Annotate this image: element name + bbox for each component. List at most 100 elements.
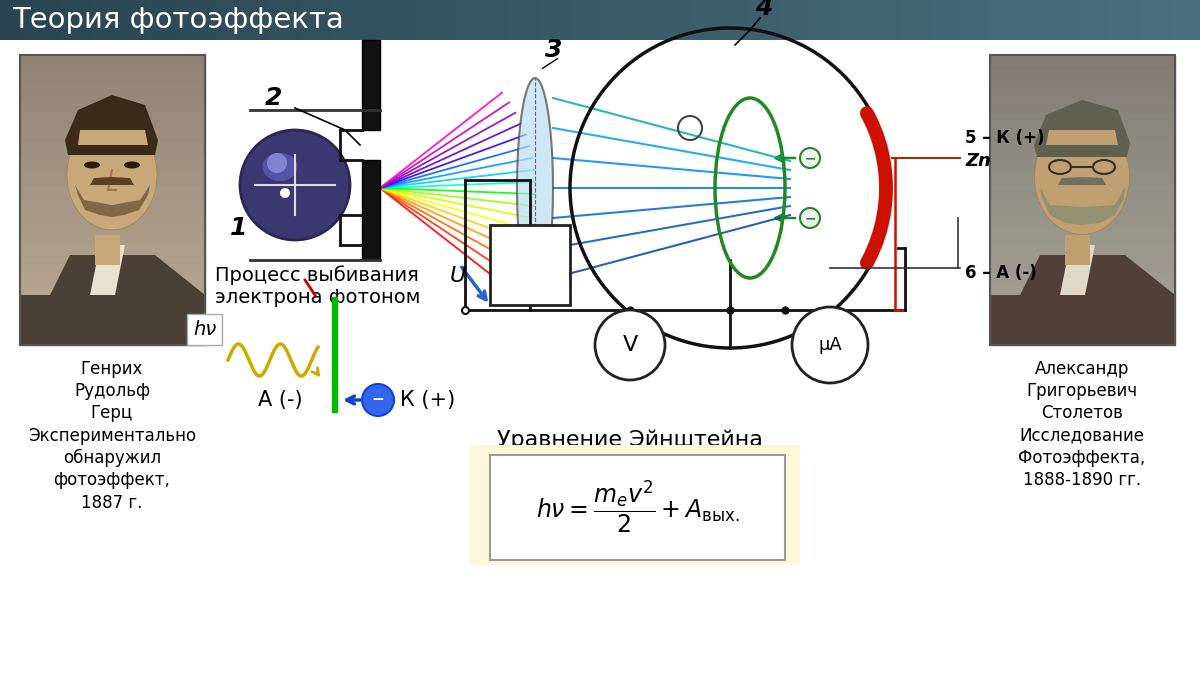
Bar [20, 69, 205, 84]
Bar [20, 301, 205, 316]
Bar [990, 55, 1175, 345]
Bar [1050, 0, 1081, 40]
Bar [990, 330, 1175, 345]
Text: hν: hν [193, 320, 216, 339]
Circle shape [800, 148, 820, 168]
Text: Уравнение Эйнштейна: Уравнение Эйнштейна [497, 430, 763, 450]
Polygon shape [1058, 177, 1106, 185]
Bar [20, 55, 205, 345]
Text: −: − [372, 392, 384, 408]
Bar [20, 330, 205, 345]
Bar [810, 0, 841, 40]
Text: $h\nu = \dfrac{m_e v^2}{2} + A_{\mathregular{вых.}}$: $h\nu = \dfrac{m_e v^2}{2} + A_{\mathreg… [536, 479, 740, 535]
Bar [990, 127, 1175, 142]
Bar [1020, 0, 1051, 40]
Bar [362, 160, 380, 260]
Bar [362, 40, 380, 130]
Bar [990, 200, 1175, 215]
Text: U: U [450, 266, 467, 286]
Bar [570, 0, 601, 40]
Bar [690, 0, 721, 40]
Bar [990, 315, 1175, 331]
Polygon shape [1040, 187, 1126, 225]
Circle shape [800, 208, 820, 228]
Bar [990, 243, 1175, 258]
Bar [540, 0, 571, 40]
Bar [990, 55, 1175, 70]
Bar [990, 113, 1175, 128]
Bar [990, 185, 1175, 200]
Polygon shape [90, 245, 125, 295]
Bar [600, 0, 631, 40]
Bar [180, 0, 211, 40]
Ellipse shape [263, 153, 298, 181]
Polygon shape [74, 185, 150, 217]
Bar [95, 235, 120, 265]
Bar [990, 257, 1175, 273]
Text: 3: 3 [545, 38, 563, 62]
Polygon shape [990, 255, 1175, 345]
Bar [840, 0, 871, 40]
Bar [630, 0, 661, 40]
Bar [20, 98, 205, 113]
Bar [990, 229, 1175, 244]
Ellipse shape [124, 161, 140, 169]
Ellipse shape [67, 120, 157, 230]
Ellipse shape [84, 161, 100, 169]
Bar [780, 0, 811, 40]
Circle shape [280, 188, 290, 198]
Bar [990, 272, 1175, 287]
Polygon shape [1060, 245, 1096, 295]
Bar [20, 200, 205, 215]
Ellipse shape [1034, 119, 1129, 234]
Bar [20, 113, 205, 128]
Text: Теория фотоэффекта: Теория фотоэффекта [12, 6, 343, 34]
Text: Генрих
Рудольф
Герц
Экспериментально
обнаружил
фотоэффект,
1887 г.: Генрих Рудольф Герц Экспериментально обн… [28, 360, 196, 512]
Bar [300, 0, 331, 40]
Bar [490, 455, 785, 560]
Circle shape [362, 384, 394, 416]
Bar [480, 0, 511, 40]
Bar [330, 0, 361, 40]
Text: Процесс выбивания
электрона фотоном: Процесс выбивания электрона фотоном [215, 265, 420, 306]
Bar [990, 156, 1175, 171]
Polygon shape [1034, 100, 1130, 157]
Text: А (-): А (-) [258, 390, 302, 410]
Bar [1110, 0, 1141, 40]
Bar [390, 0, 421, 40]
Bar [120, 0, 151, 40]
Bar [510, 0, 541, 40]
Bar [990, 142, 1175, 157]
Bar [20, 127, 205, 142]
Circle shape [595, 310, 665, 380]
Bar [990, 214, 1175, 229]
Text: −: − [804, 151, 816, 165]
Bar [20, 229, 205, 244]
Bar [20, 315, 205, 331]
Bar [990, 55, 1175, 345]
Bar [20, 171, 205, 186]
Bar [990, 286, 1175, 302]
Bar [660, 0, 691, 40]
Polygon shape [20, 255, 205, 345]
Polygon shape [1046, 130, 1118, 145]
Bar [490, 225, 570, 305]
Bar [930, 0, 961, 40]
Bar [420, 0, 451, 40]
Bar [20, 272, 205, 287]
Polygon shape [78, 130, 148, 145]
Bar [270, 0, 301, 40]
Bar [90, 0, 121, 40]
Bar [150, 0, 181, 40]
Bar [960, 0, 991, 40]
Text: Александр
Григорьевич
Столетов
Исследование
Фотоэффекта,
1888-1890 гг.: Александр Григорьевич Столетов Исследова… [1019, 360, 1146, 489]
Text: 2: 2 [265, 86, 282, 110]
Text: 1: 1 [230, 216, 247, 240]
Bar [0, 0, 1200, 40]
Text: 4: 4 [755, 0, 773, 20]
Circle shape [240, 130, 350, 240]
Bar [20, 286, 205, 302]
Polygon shape [517, 78, 553, 298]
Bar [990, 84, 1175, 99]
Bar [450, 0, 481, 40]
